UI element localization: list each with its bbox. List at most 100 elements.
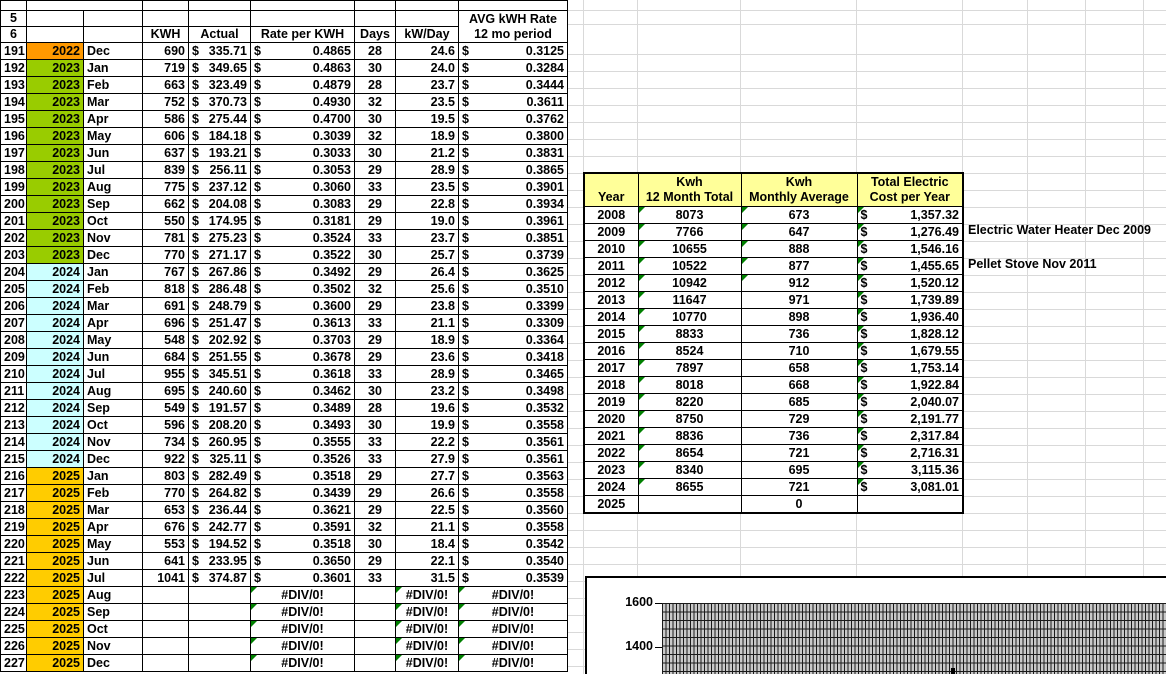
row-header-215[interactable]: 215	[0, 450, 27, 468]
row-header-227[interactable]: 227	[0, 654, 27, 672]
row-header-210[interactable]: 210	[0, 365, 27, 383]
cell-days[interactable]: 32	[354, 518, 396, 536]
cell-days[interactable]	[354, 637, 396, 655]
cell-actual[interactable]: $208.20	[188, 416, 251, 434]
cell-kwh[interactable]: 662	[142, 195, 189, 213]
cell-actual[interactable]: $237.12	[188, 178, 251, 196]
cell-summary-monthly-average[interactable]: 685	[740, 392, 858, 411]
cell-kw-per-day[interactable]: #DIV/0!	[395, 586, 459, 604]
cell-summary-cost[interactable]: $1,455.65	[856, 256, 964, 275]
cell-summary-year[interactable]: 2017	[583, 358, 639, 377]
cell-summary-cost[interactable]: $2,040.07	[856, 392, 964, 411]
cell-actual[interactable]: $242.77	[188, 518, 251, 536]
cell-year[interactable]: 2023	[26, 161, 84, 179]
cell-days[interactable]: 30	[354, 144, 396, 162]
cell-rate-per-kwh[interactable]: $0.3462	[250, 382, 355, 400]
note-electric-water-heater[interactable]: Electric Water Heater Dec 2009	[968, 223, 1151, 237]
cell-month[interactable]: Jan	[83, 467, 143, 485]
cell-year[interactable]: 2024	[26, 263, 84, 281]
cell-summary-monthly-average[interactable]: 695	[740, 460, 858, 479]
pink-band-cell[interactable]	[26, 0, 143, 11]
cell-month[interactable]: May	[83, 331, 143, 349]
cell-avg-kwh-rate[interactable]: $0.3934	[458, 195, 568, 213]
cell-kwh[interactable]: 803	[142, 467, 189, 485]
cell-year[interactable]: 2023	[26, 127, 84, 145]
cell-kw-per-day[interactable]: 18.9	[395, 331, 459, 349]
cell-month[interactable]: Feb	[83, 76, 143, 94]
row-header-5[interactable]: 5	[0, 10, 27, 27]
cell-avg-kwh-rate[interactable]: $0.3465	[458, 365, 568, 383]
cell-actual[interactable]: $256.11	[188, 161, 251, 179]
cell-month[interactable]: Jul	[83, 569, 143, 587]
cell-avg-kwh-rate[interactable]: $0.3800	[458, 127, 568, 145]
row-header-216[interactable]: 216	[0, 467, 27, 485]
cell-avg-kwh-rate[interactable]: $0.3558	[458, 416, 568, 434]
cell-actual[interactable]: $191.57	[188, 399, 251, 417]
cell-rate-per-kwh[interactable]: $0.3555	[250, 433, 355, 451]
cell-rate-per-kwh[interactable]: $0.3518	[250, 467, 355, 485]
cell-summary-12month-total[interactable]: 8750	[637, 409, 742, 428]
cell-kw-per-day[interactable]: 18.4	[395, 535, 459, 553]
cell-rate-per-kwh[interactable]: #DIV/0!	[250, 586, 355, 604]
cell-kwh[interactable]: 719	[142, 59, 189, 77]
cell-month[interactable]: Oct	[83, 212, 143, 230]
cell-month[interactable]: Sep	[83, 195, 143, 213]
cell-avg-kwh-rate[interactable]: $0.3611	[458, 93, 568, 111]
cell-kwh[interactable]: 684	[142, 348, 189, 366]
cell-summary-year[interactable]: 2015	[583, 324, 639, 343]
cell-kw-per-day[interactable]: 28.9	[395, 161, 459, 179]
cell-kwh[interactable]: 767	[142, 263, 189, 281]
cell-year[interactable]: 2023	[26, 110, 84, 128]
row-header-212[interactable]: 212	[0, 399, 27, 417]
cell-year[interactable]: 2024	[26, 433, 84, 451]
cell-summary-cost[interactable]: $1,546.16	[856, 239, 964, 258]
cell-month[interactable]: Jul	[83, 161, 143, 179]
cell-actual[interactable]	[188, 654, 251, 672]
cell-days[interactable]: 33	[354, 569, 396, 587]
column-header-actual[interactable]: Actual	[188, 26, 251, 43]
cell-rate-per-kwh[interactable]: $0.3600	[250, 297, 355, 315]
cell-kw-per-day[interactable]: 26.6	[395, 484, 459, 502]
cell-actual[interactable]: $335.71	[188, 42, 251, 60]
cell-kw-per-day[interactable]: 18.9	[395, 127, 459, 145]
cell-days[interactable]: 29	[354, 212, 396, 230]
cell-rate-per-kwh[interactable]: $0.3492	[250, 263, 355, 281]
cell-year[interactable]: 2024	[26, 297, 84, 315]
cell-actual[interactable]: $275.44	[188, 110, 251, 128]
cell-actual[interactable]: $202.92	[188, 331, 251, 349]
cell-summary-cost[interactable]: $1,679.55	[856, 341, 964, 360]
cell-summary-monthly-average[interactable]: 971	[740, 290, 858, 309]
cell-summary-monthly-average[interactable]: 898	[740, 307, 858, 326]
cell-days[interactable]	[354, 603, 396, 621]
cell-summary-12month-total[interactable]: 8340	[637, 460, 742, 479]
row-header-204[interactable]: 204	[0, 263, 27, 281]
cell-days[interactable]: 29	[354, 348, 396, 366]
row-header-200[interactable]: 200	[0, 195, 27, 213]
row-header-224[interactable]: 224	[0, 603, 27, 621]
cell-days[interactable]: 33	[354, 433, 396, 451]
row-header-209[interactable]: 209	[0, 348, 27, 366]
cell-kw-per-day[interactable]: #DIV/0!	[395, 620, 459, 638]
cell-kwh[interactable]: 637	[142, 144, 189, 162]
cell-year[interactable]: 2024	[26, 331, 84, 349]
cell-year[interactable]: 2025	[26, 586, 84, 604]
cell-kw-per-day[interactable]: 23.7	[395, 229, 459, 247]
cell-actual[interactable]	[188, 586, 251, 604]
cell-actual[interactable]: $248.79	[188, 297, 251, 315]
cell-kwh[interactable]: 690	[142, 42, 189, 60]
cell-year[interactable]: 2024	[26, 382, 84, 400]
cell-kw-per-day[interactable]: #DIV/0!	[395, 654, 459, 672]
cell-kw-per-day[interactable]: 23.5	[395, 178, 459, 196]
cell-kwh[interactable]: 696	[142, 314, 189, 332]
cell-year[interactable]: 2025	[26, 518, 84, 536]
cell-year[interactable]: 2023	[26, 178, 84, 196]
cell-summary-year[interactable]: 2012	[583, 273, 639, 292]
cell-summary-year[interactable]: 2016	[583, 341, 639, 360]
cell-rate-per-kwh[interactable]: $0.3518	[250, 535, 355, 553]
row-header-198[interactable]: 198	[0, 161, 27, 179]
row-header-218[interactable]: 218	[0, 501, 27, 519]
cell-year[interactable]: 2025	[26, 654, 84, 672]
cell-summary-year[interactable]: 2022	[583, 443, 639, 462]
cell-summary-monthly-average[interactable]: 668	[740, 375, 858, 394]
cell-days[interactable]: 33	[354, 314, 396, 332]
